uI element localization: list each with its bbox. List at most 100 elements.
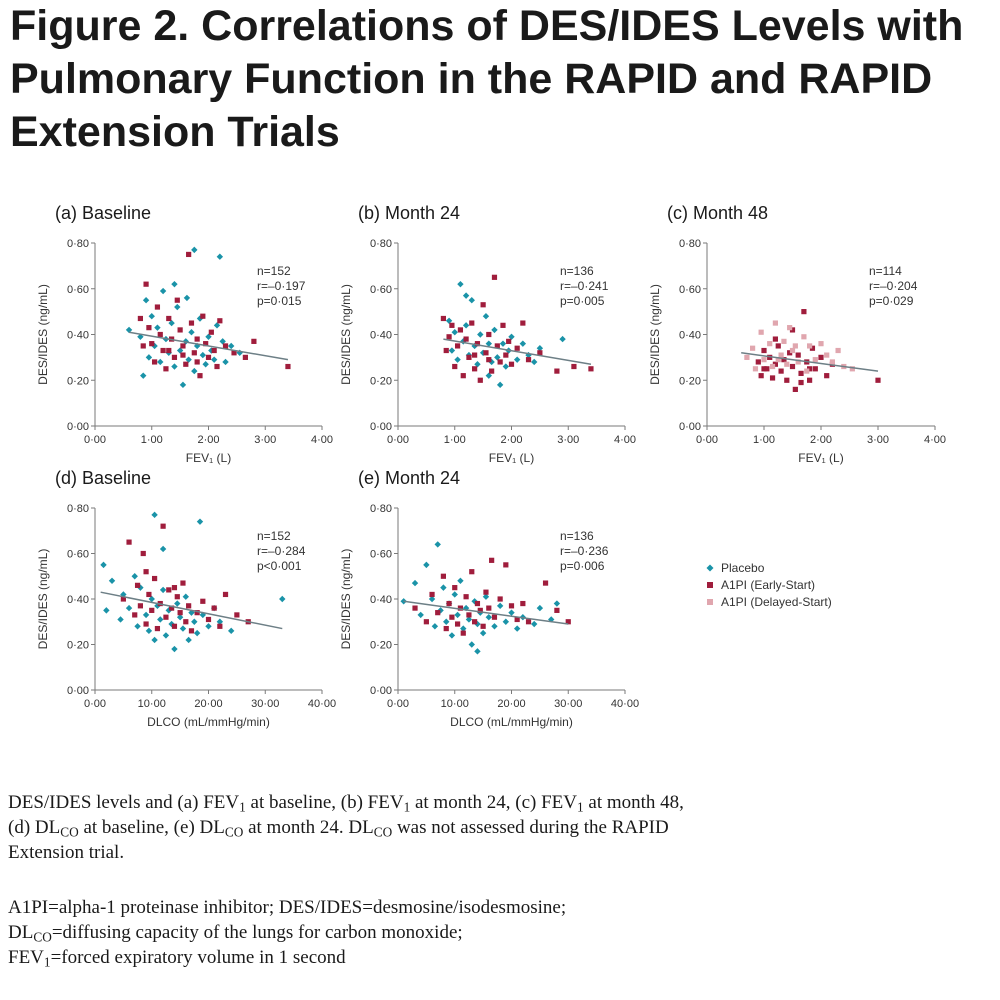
- stats-label: n=114: [869, 264, 902, 278]
- data-point: [486, 357, 492, 363]
- x-tick-label: 3·00: [557, 434, 579, 446]
- data-point: [179, 625, 187, 632]
- data-point: [174, 600, 181, 607]
- x-tick-label: 40·00: [308, 698, 336, 710]
- panel-title: (e) Month 24: [358, 468, 460, 488]
- data-point: [491, 623, 498, 630]
- data-point: [117, 616, 124, 623]
- x-tick-label: 0·00: [84, 698, 106, 710]
- data-point: [193, 629, 201, 637]
- data-point: [514, 345, 520, 351]
- stats-label: n=136: [560, 264, 594, 278]
- data-point: [758, 373, 764, 379]
- data-point: [210, 356, 218, 363]
- scatter-panel-3: (c) Month 48 0·00 0·20 0·40 0·60 0·80 0·00 1·00…: [648, 203, 946, 465]
- data-point: [171, 585, 178, 591]
- y-tick-label: 0·60: [679, 284, 701, 296]
- legend: Placebo A1PI (Early-Start) A1PI (Delayed-S…: [706, 561, 832, 609]
- data-point: [462, 604, 470, 612]
- data-point: [520, 320, 526, 326]
- data-point: [508, 333, 515, 340]
- data-point: [513, 356, 521, 363]
- data-point: [177, 610, 183, 616]
- data-point: [140, 343, 146, 349]
- data-point: [222, 591, 229, 598]
- data-point: [194, 359, 200, 365]
- y-tick-label: 0·20: [679, 375, 701, 387]
- data-point: [411, 579, 419, 587]
- data-point: [132, 612, 138, 618]
- scatter-panel-2: (b) Month 24 0·00 0·20 0·40 0·60 0·80 0·00 1·00…: [339, 203, 636, 465]
- data-point: [154, 304, 161, 310]
- data-point: [801, 334, 807, 340]
- y-axis-label: DES/IDES (ng/mL): [648, 284, 662, 385]
- data-point: [163, 614, 169, 620]
- data-point: [465, 616, 473, 623]
- data-point: [137, 603, 143, 609]
- data-point: [807, 343, 813, 349]
- x-tick-label: 30·00: [554, 698, 582, 710]
- data-point: [100, 561, 107, 569]
- legend-marker-square: [707, 582, 713, 588]
- data-point: [134, 582, 141, 588]
- data-point: [188, 320, 195, 326]
- data-point: [279, 595, 286, 603]
- data-point: [157, 616, 164, 623]
- data-point: [482, 593, 490, 600]
- data-point: [125, 604, 133, 612]
- data-point: [497, 359, 503, 365]
- x-tick-label: 10·00: [441, 698, 469, 710]
- data-point: [216, 618, 224, 625]
- caption-panels-line-2: (d) DLCO at baseline, (e) DLCO at month …: [8, 817, 669, 840]
- data-point: [134, 623, 141, 630]
- data-point: [443, 625, 449, 632]
- data-point: [460, 630, 466, 636]
- x-tick-label: 2·00: [500, 434, 522, 446]
- data-point: [202, 361, 209, 368]
- data-point: [784, 361, 790, 367]
- caption-subscript: CO: [373, 824, 393, 840]
- y-tick-label: 0·40: [67, 594, 89, 606]
- x-tick-label: 4·00: [614, 434, 636, 446]
- data-point: [764, 366, 770, 372]
- data-point: [191, 350, 197, 356]
- caption-panels-line-1: DES/IDES levels and (a) FEV1 at baseline…: [8, 792, 684, 815]
- scatter-panel-4: (d) Baseline 0·00 0·20 0·40 0·60 0·80 0·00 10·0…: [36, 468, 336, 729]
- data-point: [474, 600, 481, 607]
- data-point: [502, 363, 510, 370]
- data-point: [179, 381, 187, 389]
- data-point: [542, 580, 549, 586]
- data-point: [769, 363, 776, 370]
- data-point: [205, 354, 212, 360]
- data-point: [482, 313, 490, 320]
- data-point: [480, 302, 486, 308]
- y-axis-label: DES/IDES (ng/mL): [36, 284, 50, 385]
- data-point: [497, 596, 503, 602]
- data-point: [531, 358, 538, 366]
- data-point: [159, 287, 167, 295]
- data-point: [446, 334, 452, 340]
- regression-line: [741, 352, 879, 372]
- y-tick-label: 0·80: [67, 238, 89, 250]
- data-point: [807, 377, 813, 383]
- stats-label: p=0·006: [560, 559, 605, 573]
- data-point: [199, 351, 207, 359]
- scatter-panel-5: (e) Month 24 0·00 0·20 0·40 0·60 0·80 0·00 10·0…: [339, 468, 639, 729]
- data-point: [457, 605, 464, 611]
- stats-label: r=–0·284: [257, 544, 306, 558]
- legend-marker-square: [707, 599, 713, 605]
- figure-title: Figure 2. Correlations of DES/IDES Level…: [10, 0, 995, 159]
- x-tick-label: 0·00: [84, 434, 106, 446]
- data-point: [211, 605, 217, 611]
- series-placebo: [445, 280, 566, 389]
- data-point: [588, 366, 594, 372]
- data-point: [200, 313, 206, 319]
- data-point: [251, 338, 257, 344]
- x-tick-label: 3·00: [254, 434, 276, 446]
- data-point: [140, 372, 147, 379]
- series-a1pi-early-start-: [440, 274, 594, 383]
- data-point: [149, 341, 155, 347]
- data-point: [571, 363, 577, 370]
- caption-definitions-line-3: FEV1=forced expiratory volume in 1 secon…: [8, 947, 346, 970]
- data-point: [474, 361, 481, 368]
